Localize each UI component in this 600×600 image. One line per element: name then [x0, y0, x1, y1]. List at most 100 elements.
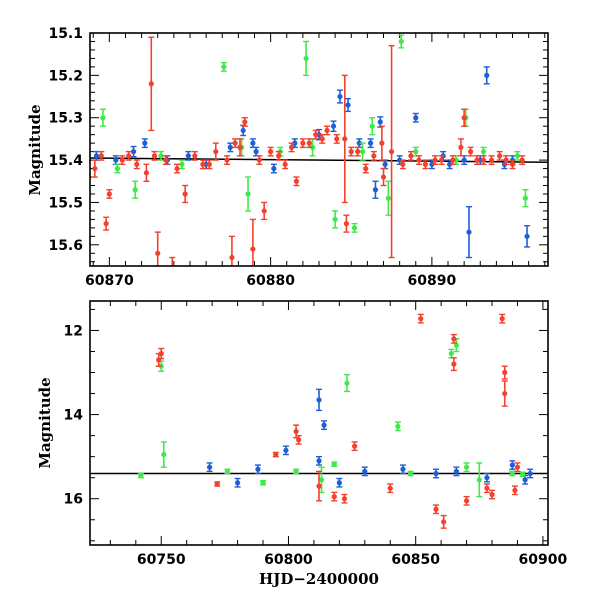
data-point — [93, 153, 100, 159]
data-point — [309, 144, 316, 150]
data-point — [502, 390, 508, 397]
data-point — [497, 153, 503, 159]
data-point — [342, 136, 348, 142]
data-point — [359, 149, 366, 155]
x-tick-label: 60900 — [519, 552, 568, 568]
data-point — [387, 485, 393, 491]
bottom-y-axis-label: Magnitude — [36, 377, 54, 468]
data-point — [369, 123, 375, 129]
data-point — [363, 165, 369, 172]
data-point — [276, 153, 282, 159]
data-point — [522, 195, 529, 201]
data-point — [337, 93, 343, 100]
data-point — [334, 136, 340, 142]
y-tick-label: 16 — [64, 492, 83, 508]
bottom-x-axis-label: HJD−2400000 — [259, 570, 379, 588]
data-point — [400, 161, 406, 167]
data-point — [499, 316, 505, 322]
data-point — [132, 187, 138, 193]
top-ticks — [90, 32, 548, 266]
data-point — [255, 466, 261, 472]
data-point — [522, 477, 528, 483]
data-point — [174, 165, 180, 172]
data-point — [480, 149, 487, 155]
data-point — [432, 157, 438, 163]
data-point — [143, 170, 150, 176]
data-point — [344, 380, 350, 386]
data-point — [509, 161, 516, 167]
data-point — [484, 72, 490, 78]
data-point — [300, 140, 306, 146]
data-point — [397, 157, 403, 163]
data-point — [380, 174, 387, 180]
data-point — [158, 350, 164, 357]
data-point — [343, 221, 350, 227]
data-point — [372, 187, 379, 193]
data-point — [351, 225, 358, 231]
data-point — [458, 144, 464, 150]
data-point — [441, 519, 447, 525]
data-point — [527, 470, 533, 477]
x-tick-label: 60880 — [246, 273, 295, 289]
data-point — [447, 161, 453, 167]
data-point — [341, 496, 348, 502]
data-point — [103, 221, 109, 227]
data-point — [368, 140, 374, 146]
data-point — [519, 157, 525, 163]
data-point — [467, 149, 474, 155]
y-tick-label: 15.5 — [48, 195, 83, 211]
data-point — [480, 157, 487, 163]
y-tick-label: 15.2 — [48, 68, 83, 84]
y-tick-label: 12 — [64, 323, 83, 339]
data-point — [377, 119, 383, 125]
data-point — [330, 123, 337, 129]
bottom-ticks — [90, 301, 548, 545]
data-point — [253, 149, 259, 155]
data-point — [250, 140, 256, 146]
data-point — [509, 470, 515, 477]
data-point — [519, 471, 526, 477]
data-point — [130, 149, 137, 155]
data-point — [352, 443, 358, 449]
bottom-data-points — [137, 313, 534, 529]
data-point — [453, 468, 459, 474]
data-point — [268, 149, 274, 155]
data-point — [192, 153, 198, 159]
data-point — [429, 161, 435, 167]
data-point — [283, 447, 289, 453]
data-point — [331, 494, 337, 500]
data-point — [422, 161, 429, 167]
data-point — [514, 153, 520, 159]
data-point — [158, 153, 164, 159]
data-point — [100, 115, 106, 121]
data-point — [418, 316, 424, 322]
top-x-tick-labels: 60870 60880 60890 — [85, 273, 457, 289]
data-point — [282, 161, 288, 167]
data-point — [273, 451, 279, 458]
data-point — [509, 462, 515, 468]
data-point — [182, 191, 188, 197]
data-point — [155, 250, 161, 256]
data-point — [398, 38, 404, 45]
data-point — [98, 153, 104, 159]
data-point — [331, 461, 337, 467]
data-point — [142, 140, 148, 146]
data-point — [245, 191, 251, 197]
data-point — [293, 468, 299, 474]
top-y-axis-label: Magnitude — [26, 104, 44, 195]
x-tick-label: 60890 — [408, 273, 457, 289]
data-point — [450, 157, 456, 163]
data-point — [206, 161, 212, 167]
data-point — [451, 336, 457, 342]
data-point — [356, 140, 362, 146]
data-point — [163, 157, 169, 163]
bottom-y-tick-labels: 12 14 16 — [64, 323, 84, 507]
data-point — [524, 233, 530, 239]
data-point — [362, 468, 368, 474]
data-point — [151, 153, 158, 159]
data-point — [379, 140, 385, 146]
data-point — [296, 437, 302, 443]
top-light-curve-panel: 60870 60880 60890 15.1 15.2 15.3 15.4 15.5 15.6… — [26, 26, 549, 289]
data-point — [336, 480, 342, 486]
